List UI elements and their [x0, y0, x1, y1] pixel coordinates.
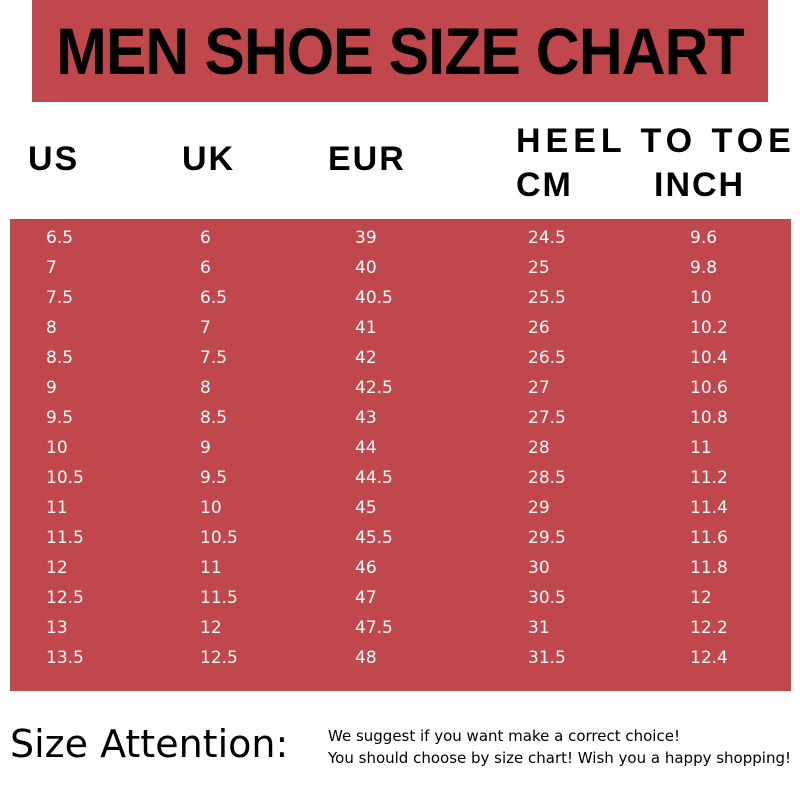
cell: 6	[200, 258, 211, 278]
cell: 11	[690, 438, 712, 458]
cell: 12.5	[200, 648, 238, 668]
cell: 12	[690, 588, 712, 608]
col-head: UK	[182, 140, 236, 178]
cell: 40.5	[355, 288, 393, 308]
cell: 47.5	[355, 618, 393, 638]
cell: 12.4	[690, 648, 728, 668]
cell: 25.5	[528, 288, 566, 308]
cell: 47	[355, 588, 377, 608]
cell: 10.6	[690, 378, 728, 398]
cell: 44	[355, 438, 377, 458]
cell: 10.5	[46, 468, 84, 488]
cell: 13	[46, 618, 68, 638]
table-body: 6.5 6 39 24.5 9.6 7 6 40 25 9.8 7.5 6.5 40.5 25.5 10 8 7…	[10, 219, 791, 691]
cell: 28	[528, 438, 550, 458]
cell: 45	[355, 498, 377, 518]
cell: 29	[528, 498, 550, 518]
cell: 7	[46, 258, 57, 278]
cell: 27	[528, 378, 550, 398]
cell: 25	[528, 258, 550, 278]
cell: 11.4	[690, 498, 728, 518]
cell: 30.5	[528, 588, 566, 608]
cell: 13.5	[46, 648, 84, 668]
cell: 11.6	[690, 528, 728, 548]
cell: 24.5	[528, 228, 566, 248]
cell: 43	[355, 408, 377, 428]
cell: 27.5	[528, 408, 566, 428]
cell: 46	[355, 558, 377, 578]
cell: 9.5	[200, 468, 228, 488]
cell: 41	[355, 318, 377, 338]
footer-line: You should choose by size chart! Wish yo…	[328, 749, 791, 767]
cell: 26.5	[528, 348, 566, 368]
cell: 9	[46, 378, 57, 398]
cell: 10.4	[690, 348, 728, 368]
cell: 7	[200, 318, 211, 338]
cell: 8	[46, 318, 57, 338]
cell: 10	[690, 288, 712, 308]
cell: 11.8	[690, 558, 728, 578]
cell: 42	[355, 348, 377, 368]
cell: 11	[200, 558, 222, 578]
cell: 10.8	[690, 408, 728, 428]
cell: 44.5	[355, 468, 393, 488]
cell: 9	[200, 438, 211, 458]
cell: 6	[200, 228, 211, 248]
cell: 7.5	[200, 348, 228, 368]
title: MEN SHOE SIZE CHART	[32, 0, 768, 102]
cell: 40	[355, 258, 377, 278]
cell: 8.5	[46, 348, 74, 368]
cell: 10.5	[200, 528, 238, 548]
cell: 9.6	[690, 228, 718, 248]
cell: 11.5	[46, 528, 84, 548]
cell: 10	[46, 438, 68, 458]
cell: 8.5	[200, 408, 228, 428]
col-head: US	[28, 140, 80, 178]
cell: 29.5	[528, 528, 566, 548]
cell: 11.5	[200, 588, 238, 608]
cell: 26	[528, 318, 550, 338]
cell: 12.2	[690, 618, 728, 638]
cell: 12.5	[46, 588, 84, 608]
col-head: CM	[516, 166, 573, 204]
footer-line: We suggest if you want make a correct ch…	[328, 727, 680, 745]
cell: 48	[355, 648, 377, 668]
cell: 42.5	[355, 378, 393, 398]
footer-heading: Size Attention:	[10, 722, 289, 766]
col-head: INCH	[654, 166, 746, 204]
cell: 30	[528, 558, 550, 578]
group-head: HEEL TO TOE	[516, 122, 796, 160]
cell: 7.5	[46, 288, 74, 308]
cell: 28.5	[528, 468, 566, 488]
cell: 12	[200, 618, 222, 638]
cell: 12	[46, 558, 68, 578]
col-head: EUR	[328, 140, 406, 178]
cell: 10	[200, 498, 222, 518]
cell: 11.2	[690, 468, 728, 488]
cell: 9.8	[690, 258, 718, 278]
cell: 9.5	[46, 408, 74, 428]
cell: 31.5	[528, 648, 566, 668]
cell: 6.5	[200, 288, 228, 308]
cell: 10.2	[690, 318, 728, 338]
cell: 6.5	[46, 228, 74, 248]
cell: 11	[46, 498, 68, 518]
cell: 31	[528, 618, 550, 638]
cell: 8	[200, 378, 211, 398]
cell: 39	[355, 228, 377, 248]
cell: 45.5	[355, 528, 393, 548]
